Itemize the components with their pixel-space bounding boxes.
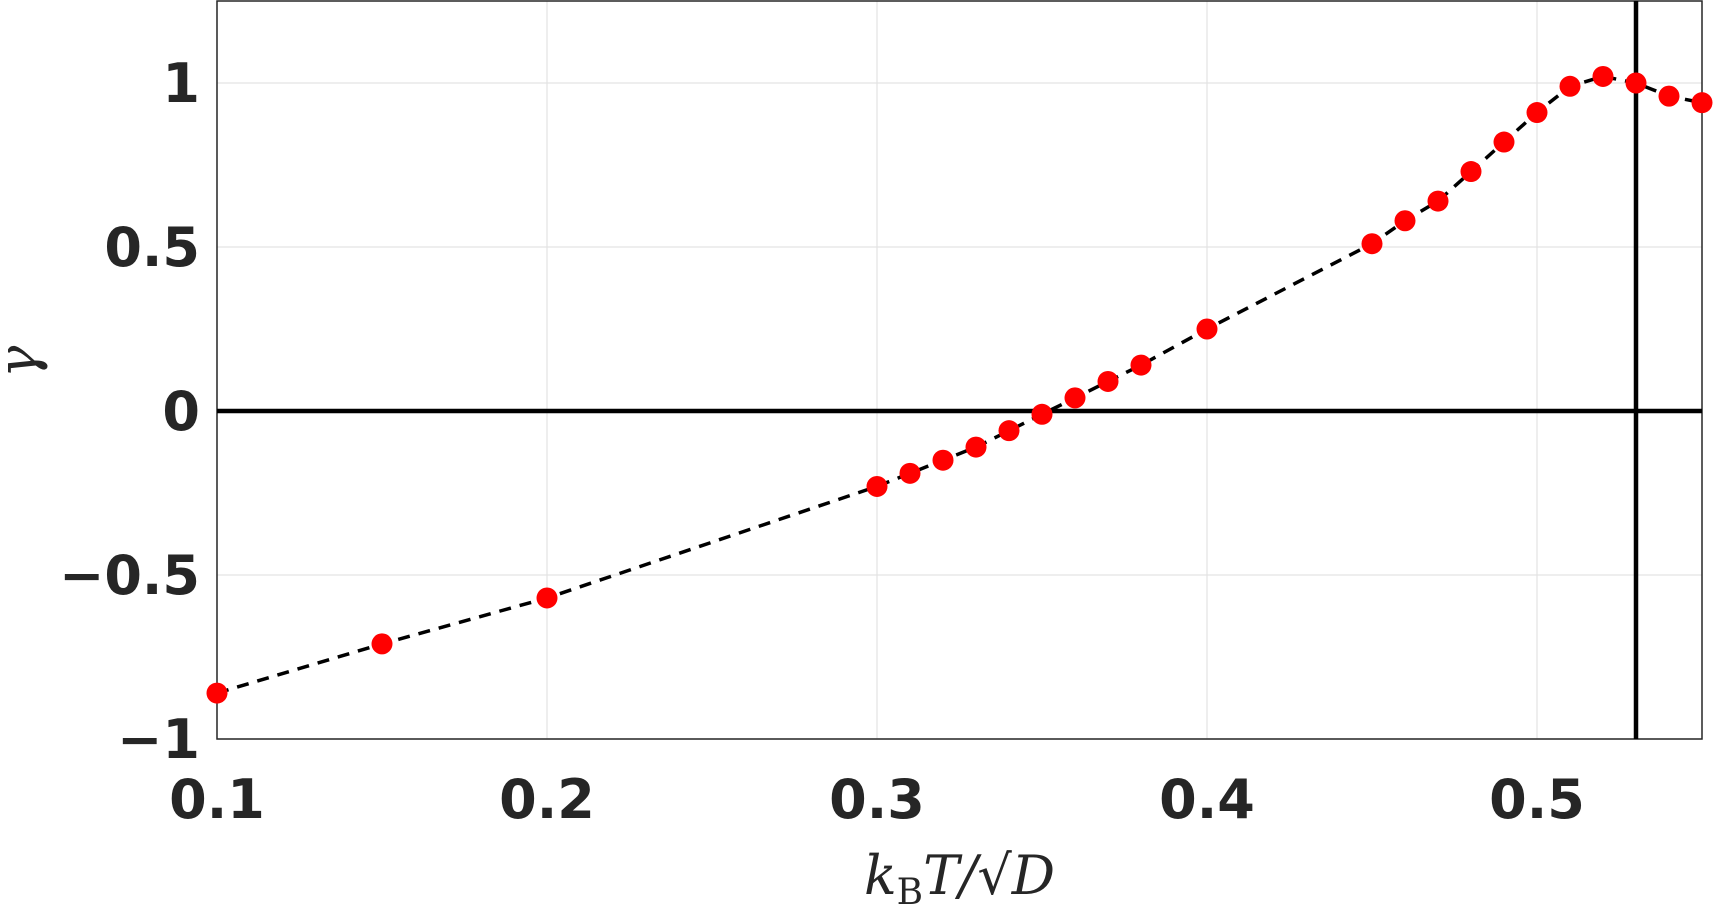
- y-tick-label: 0: [162, 380, 200, 443]
- x-tick-label: 0.3: [829, 768, 925, 831]
- data-point: [536, 587, 558, 609]
- x-tick-label: 0.4: [1159, 768, 1255, 831]
- data-point: [1526, 102, 1548, 124]
- data-point: [1625, 72, 1647, 94]
- data-point: [1427, 190, 1449, 212]
- y-tick-label: 1: [162, 52, 200, 115]
- data-point: [1493, 131, 1515, 153]
- y-tick-labels: −1 −0.5 0 0.5 1: [59, 52, 200, 771]
- y-tick-label: −1: [117, 708, 200, 771]
- data-point: [1031, 403, 1053, 425]
- data-point: [1691, 92, 1713, 114]
- data-point: [1130, 354, 1152, 376]
- plot-area-frame: [216, 0, 1703, 740]
- data-point: [1460, 161, 1482, 183]
- data-points: [206, 65, 1713, 704]
- data-point: [1361, 233, 1383, 255]
- x-tick-labels: 0.1 0.2 0.3 0.4 0.5: [169, 768, 1585, 831]
- reference-lines: [217, 1, 1702, 739]
- x-tick-label: 0.5: [1489, 768, 1585, 831]
- data-point: [1592, 65, 1614, 87]
- data-point: [998, 420, 1020, 442]
- y-axis-title: γ: [0, 345, 49, 378]
- data-point: [1559, 75, 1581, 97]
- data-point: [371, 633, 393, 655]
- data-point: [899, 462, 921, 484]
- x-axis-title: kBT/√D: [864, 844, 1055, 913]
- y-tick-label: 0.5: [104, 216, 200, 279]
- x-tick-label: 0.1: [169, 768, 265, 831]
- x-tick-label: 0.2: [499, 768, 595, 831]
- data-point: [206, 682, 228, 704]
- data-point: [1196, 318, 1218, 340]
- data-point: [866, 475, 888, 497]
- data-point: [1658, 85, 1680, 107]
- data-point: [1394, 210, 1416, 232]
- data-point: [965, 436, 987, 458]
- data-point: [1064, 387, 1086, 409]
- data-point: [1097, 370, 1119, 392]
- data-point: [932, 449, 954, 471]
- y-tick-label: −0.5: [59, 544, 200, 607]
